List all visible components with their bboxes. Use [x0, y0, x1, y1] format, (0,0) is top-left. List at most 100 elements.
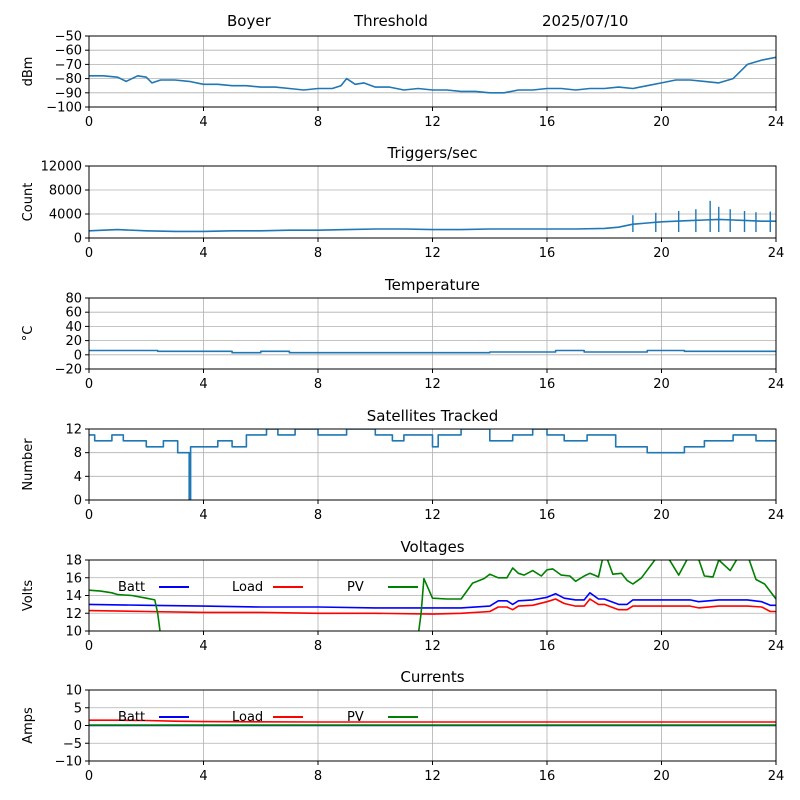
- x-tick-label: 24: [768, 115, 785, 130]
- x-tick-label: 24: [768, 508, 785, 523]
- y-tick-label: −10: [55, 755, 82, 770]
- y-tick-label: 18: [65, 554, 82, 569]
- x-tick-label: 20: [653, 246, 670, 261]
- x-tick-label: 20: [653, 508, 670, 523]
- x-tick-label: 4: [199, 769, 207, 784]
- y-tick-label: 0: [74, 494, 82, 509]
- x-tick-label: 16: [539, 639, 556, 654]
- x-tick-label: 4: [199, 508, 207, 523]
- chart-title: Satellites Tracked: [367, 407, 498, 425]
- legend-label: Batt: [118, 580, 145, 595]
- y-tick-label: −90: [55, 86, 82, 101]
- x-tick-label: 0: [85, 769, 93, 784]
- chart-title: Triggers/sec: [387, 144, 478, 162]
- series-line-2-0: [89, 349, 776, 354]
- series-line-load: [89, 719, 776, 723]
- x-tick-label: 8: [314, 246, 322, 261]
- series-line-batt: [89, 591, 776, 609]
- y-tick-label: −100: [46, 101, 82, 116]
- chart-title: Temperature: [384, 276, 480, 294]
- x-tick-label: 4: [199, 377, 207, 392]
- report-date: 2025/07/10: [542, 12, 629, 30]
- x-tick-label: 8: [314, 115, 322, 130]
- legend-label: Load: [232, 580, 263, 595]
- y-tick-label: 14: [65, 589, 82, 604]
- x-tick-label: 4: [199, 246, 207, 261]
- y-tick-label: −50: [55, 30, 82, 45]
- series-line-0-0: [89, 56, 776, 94]
- series-line-load: [89, 598, 776, 615]
- y-tick-label: 4000: [49, 208, 82, 223]
- series-line-pv: [89, 560, 776, 631]
- x-tick-label: 0: [85, 508, 93, 523]
- y-tick-label: −70: [55, 58, 82, 73]
- y-tick-label: 0: [74, 232, 82, 247]
- x-tick-label: 12: [424, 639, 441, 654]
- chart-title: Currents: [400, 668, 464, 686]
- x-tick-label: 12: [424, 246, 441, 261]
- series-line-1-0: [89, 218, 776, 233]
- y-tick-label: 10: [65, 625, 82, 640]
- legend-label: Load: [232, 710, 263, 725]
- y-tick-label: 10: [65, 684, 82, 699]
- y-axis-label: dBm: [21, 57, 36, 87]
- trigger-mode: Threshold: [354, 12, 428, 30]
- y-tick-label: −60: [55, 44, 82, 59]
- x-tick-label: 16: [539, 508, 556, 523]
- x-tick-label: 0: [85, 639, 93, 654]
- x-tick-label: 0: [85, 115, 93, 130]
- y-tick-label: 20: [65, 334, 82, 349]
- x-tick-label: 12: [424, 508, 441, 523]
- y-tick-label: 60: [65, 306, 82, 321]
- x-tick-label: 0: [85, 377, 93, 392]
- x-tick-label: 0: [85, 246, 93, 261]
- y-tick-label: 0: [74, 348, 82, 363]
- y-tick-label: 4: [74, 470, 82, 485]
- x-tick-label: 24: [768, 377, 785, 392]
- y-tick-label: −80: [55, 72, 82, 87]
- y-tick-label: 8000: [49, 184, 82, 199]
- x-tick-label: 8: [314, 639, 322, 654]
- y-tick-label: 12: [65, 423, 82, 438]
- legend-label: PV: [347, 710, 364, 725]
- y-axis-label: Number: [21, 438, 36, 491]
- y-tick-label: 16: [65, 571, 82, 586]
- y-tick-label: 5: [74, 701, 82, 716]
- x-tick-label: 8: [314, 769, 322, 784]
- site-name: Boyer: [227, 12, 271, 30]
- x-tick-label: 24: [768, 769, 785, 784]
- y-tick-label: 8: [74, 446, 82, 461]
- x-tick-label: 20: [653, 769, 670, 784]
- y-axis-label: Count: [21, 183, 36, 222]
- y-axis-label: °C: [21, 326, 36, 342]
- y-axis-label: Volts: [21, 580, 36, 612]
- legend-label: PV: [347, 580, 364, 595]
- x-tick-label: 12: [424, 115, 441, 130]
- x-tick-label: 4: [199, 639, 207, 654]
- x-tick-label: 24: [768, 246, 785, 261]
- x-tick-label: 12: [424, 377, 441, 392]
- x-tick-label: 20: [653, 377, 670, 392]
- y-tick-label: 12000: [41, 160, 82, 175]
- legend-label: Batt: [118, 710, 145, 725]
- y-tick-label: 12: [65, 607, 82, 622]
- x-tick-label: 8: [314, 508, 322, 523]
- x-tick-label: 20: [653, 115, 670, 130]
- x-tick-label: 16: [539, 769, 556, 784]
- chart-title: Voltages: [400, 538, 464, 556]
- y-tick-label: −5: [63, 737, 82, 752]
- x-tick-label: 16: [539, 115, 556, 130]
- y-tick-label: 40: [65, 320, 82, 335]
- y-tick-label: 0: [74, 719, 82, 734]
- x-tick-label: 8: [314, 377, 322, 392]
- series-line-3-0: [89, 429, 776, 500]
- x-tick-label: 24: [768, 639, 785, 654]
- y-axis-label: Amps: [21, 707, 36, 744]
- y-tick-label: −20: [55, 363, 82, 378]
- x-tick-label: 16: [539, 246, 556, 261]
- x-tick-label: 12: [424, 769, 441, 784]
- x-tick-label: 16: [539, 377, 556, 392]
- x-tick-label: 20: [653, 639, 670, 654]
